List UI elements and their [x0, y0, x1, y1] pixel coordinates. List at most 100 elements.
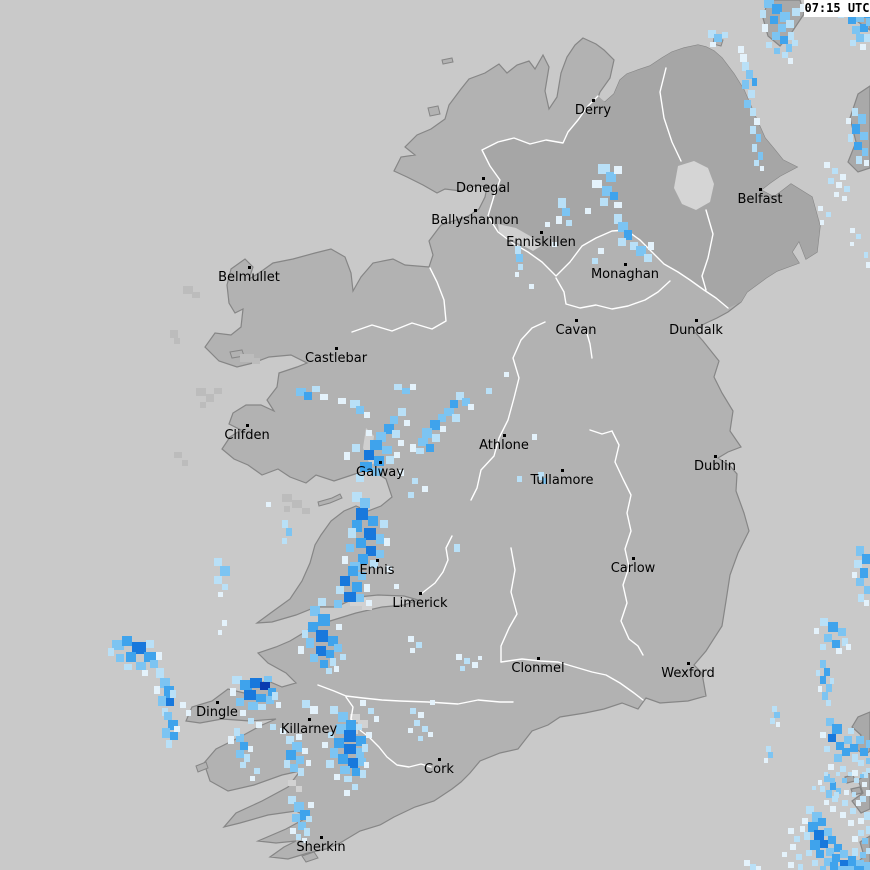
precipitation-cell	[748, 90, 755, 98]
clutter-cell	[358, 720, 368, 728]
precipitation-cell	[444, 408, 454, 416]
precipitation-cell	[566, 220, 572, 226]
county-border-carlow-wexford	[611, 430, 644, 656]
precipitation-cell	[644, 254, 652, 262]
city-dot	[759, 188, 762, 191]
city-label: Wexford	[661, 666, 714, 681]
precipitation-cell	[754, 118, 760, 125]
precipitation-cell	[714, 34, 722, 42]
precipitation-cell	[160, 678, 170, 688]
precipitation-cell	[804, 832, 810, 840]
precipitation-cell	[356, 508, 368, 520]
precipitation-cell	[806, 850, 812, 856]
precipitation-cell	[772, 4, 782, 14]
northern-ireland-region	[482, 45, 820, 308]
precipitation-cell	[460, 666, 465, 671]
city-dot	[624, 263, 627, 266]
precipitation-cell	[856, 234, 861, 239]
precipitation-cell	[356, 538, 366, 548]
precipitation-cell	[846, 644, 851, 650]
precipitation-cell	[832, 640, 840, 648]
precipitation-cell	[346, 720, 356, 730]
precipitation-cell	[752, 144, 757, 152]
precipitation-cell	[648, 242, 654, 250]
precipitation-cell	[598, 164, 610, 174]
clutter-cell	[192, 292, 200, 298]
precipitation-cell	[710, 42, 716, 47]
precipitation-cell	[380, 520, 388, 528]
precipitation-cell	[240, 710, 246, 716]
precipitation-cell	[812, 812, 822, 822]
precipitation-cell	[310, 606, 320, 616]
precipitation-cell	[762, 24, 768, 32]
precipitation-cell	[232, 676, 242, 684]
city-marker-enniskillen: Enniskillen	[506, 231, 576, 250]
lough-neagh	[674, 161, 714, 210]
clutter-cell	[206, 394, 214, 402]
precipitation-cell	[280, 728, 286, 734]
precipitation-cell	[862, 782, 867, 787]
county-border-kerry-cork	[345, 696, 432, 768]
precipitation-cell	[240, 680, 252, 690]
precipitation-cell	[834, 192, 839, 197]
precipitation-cell	[428, 732, 433, 737]
precipitation-cell	[336, 724, 346, 734]
precipitation-cell	[330, 748, 338, 758]
precipitation-cell	[824, 858, 832, 866]
precipitation-cell	[830, 778, 835, 783]
precipitation-cell	[592, 180, 602, 188]
precipitation-cell	[860, 132, 868, 140]
precipitation-cell	[826, 700, 831, 706]
county-border-bann	[659, 67, 682, 162]
precipitation-cell	[852, 124, 860, 134]
precipitation-cell	[360, 498, 370, 508]
precipitation-cell	[302, 700, 310, 708]
precipitation-cell	[416, 448, 424, 454]
lakes	[363, 161, 714, 465]
precipitation-cell	[864, 34, 870, 42]
precipitation-cell	[826, 212, 831, 217]
precipitation-cell	[386, 566, 392, 572]
city-dot	[320, 836, 323, 839]
precipitation-cell	[856, 156, 862, 164]
precipitation-cell	[828, 178, 834, 184]
city-dot	[438, 758, 441, 761]
precipitation-cell	[296, 834, 301, 840]
precipitation-cell	[310, 706, 318, 714]
precipitation-cell	[432, 434, 440, 442]
precipitation-cell	[772, 32, 780, 40]
precipitation-cell	[848, 856, 856, 864]
precipitation-cell	[124, 664, 132, 670]
precipitation-cell	[794, 836, 800, 842]
precipitation-cell	[166, 740, 172, 748]
precipitation-cell	[360, 462, 372, 472]
precipitation-cell	[796, 854, 802, 860]
precipitation-cell	[296, 734, 302, 740]
precipitation-layer	[108, 0, 870, 870]
precipitation-cell	[150, 660, 158, 668]
city-marker-carlow: Carlow	[611, 557, 656, 576]
city-label: Galway	[356, 465, 404, 480]
precipitation-cell	[302, 748, 308, 754]
precipitation-cell	[288, 796, 296, 804]
precipitation-cell	[306, 760, 311, 766]
precipitation-cell	[340, 654, 346, 660]
precipitation-cell	[376, 534, 384, 544]
precipitation-cell	[618, 238, 626, 246]
city-marker-wexford: Wexford	[661, 662, 715, 681]
precipitation-cell	[218, 630, 222, 635]
precipitation-cell	[515, 246, 521, 254]
precipitation-cell	[344, 452, 350, 460]
precipitation-cell	[348, 528, 356, 538]
city-dot	[248, 266, 251, 269]
precipitation-cell	[858, 818, 864, 824]
precipitation-cell	[344, 776, 352, 782]
precipitation-cell	[352, 492, 362, 502]
precipitation-cell	[636, 246, 646, 256]
precipitation-cell	[418, 438, 428, 446]
precipitation-cell	[294, 802, 304, 812]
precipitation-cell	[402, 388, 410, 394]
precipitation-cell	[866, 740, 870, 748]
precipitation-cell	[836, 182, 842, 188]
precipitation-cell	[244, 754, 250, 762]
